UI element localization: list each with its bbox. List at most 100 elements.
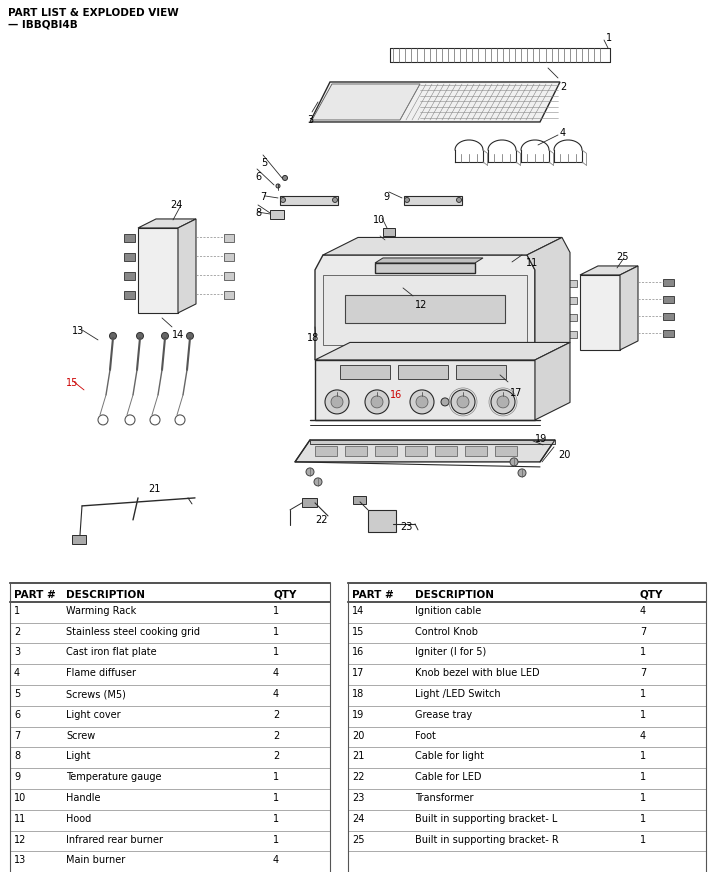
Bar [270,210,284,219]
Text: 20: 20 [352,731,364,740]
Polygon shape [323,237,562,255]
Text: 2: 2 [14,627,20,637]
Circle shape [332,197,337,202]
Polygon shape [315,343,570,360]
Text: 8: 8 [255,208,261,218]
Text: DESCRIPTION: DESCRIPTION [415,589,494,600]
Text: 9: 9 [14,773,20,782]
Text: 22: 22 [315,514,327,525]
Text: 14: 14 [352,606,364,616]
Text: 4: 4 [273,668,279,678]
Circle shape [518,469,526,477]
Text: 15: 15 [66,378,78,388]
Polygon shape [315,255,535,360]
Circle shape [186,332,193,339]
Circle shape [137,332,143,339]
Text: 2: 2 [560,82,566,92]
Bar [383,228,395,236]
Text: 7: 7 [640,668,647,678]
Bar [345,446,367,456]
Circle shape [325,390,349,414]
Circle shape [410,390,434,414]
Bar [124,253,135,261]
Text: Knob bezel with blue LED: Knob bezel with blue LED [415,668,540,678]
Bar [315,446,337,456]
Bar [302,498,317,507]
Text: 3: 3 [14,648,20,657]
Polygon shape [295,439,555,462]
Text: 25: 25 [616,252,629,262]
Polygon shape [580,275,620,350]
Bar [375,446,397,456]
Text: 1: 1 [273,835,279,845]
Text: 1: 1 [640,648,646,657]
Text: 12: 12 [415,300,427,310]
Bar [345,295,505,323]
Bar [465,446,487,456]
Text: Handle: Handle [66,793,100,803]
Bar [663,279,674,286]
Text: 21: 21 [148,484,160,494]
Text: PART LIST & EXPLODED VIEW: PART LIST & EXPLODED VIEW [8,8,179,18]
Text: QTY: QTY [273,589,296,600]
Text: 7: 7 [14,731,20,740]
Text: Grease tray: Grease tray [415,710,472,720]
Text: 2: 2 [273,731,279,740]
Circle shape [491,390,515,414]
Bar [315,360,535,420]
Text: 7: 7 [640,627,647,637]
Bar [456,364,506,379]
Text: 5: 5 [14,689,20,699]
Bar [566,331,577,338]
Circle shape [162,332,168,339]
Text: 1: 1 [640,752,646,761]
Text: 1: 1 [640,773,646,782]
Text: 2: 2 [273,752,279,761]
Circle shape [457,197,462,202]
Text: 16: 16 [390,390,402,400]
Bar [124,234,135,242]
Polygon shape [138,219,196,228]
Text: 18: 18 [307,333,319,343]
Text: — IBBQBI4B: — IBBQBI4B [8,20,78,30]
Circle shape [365,390,389,414]
Bar [323,275,527,345]
Bar [405,446,427,456]
Text: 1: 1 [640,689,646,699]
Text: 2: 2 [273,710,279,720]
Bar [663,313,674,320]
Circle shape [451,390,475,414]
Bar [566,280,577,287]
Text: Light: Light [66,752,90,761]
Bar [404,196,462,205]
Text: 5: 5 [261,158,267,168]
Text: Warming Rack: Warming Rack [66,606,136,616]
Text: Screws (M5): Screws (M5) [66,689,126,699]
Polygon shape [375,258,483,263]
Text: Main burner: Main burner [66,855,125,866]
Circle shape [276,184,280,188]
Polygon shape [535,343,570,420]
Text: PART #: PART # [352,589,394,600]
Text: 11: 11 [14,814,26,824]
Text: 1: 1 [273,793,279,803]
Text: 4: 4 [640,606,646,616]
Text: 12: 12 [14,835,26,845]
Polygon shape [310,439,555,444]
Bar [368,510,396,532]
Text: Ignition cable: Ignition cable [415,606,481,616]
Circle shape [441,398,449,405]
Text: 4: 4 [273,689,279,699]
Text: 1: 1 [640,814,646,824]
Polygon shape [580,266,638,275]
Bar [72,535,86,544]
Text: 15: 15 [352,627,364,637]
Polygon shape [138,228,178,313]
Text: 1: 1 [273,606,279,616]
Text: 8: 8 [14,752,20,761]
Bar [340,364,390,379]
Text: 23: 23 [400,521,412,532]
Text: 13: 13 [72,326,84,336]
Text: 20: 20 [558,450,571,460]
Text: Light /LED Switch: Light /LED Switch [415,689,500,699]
